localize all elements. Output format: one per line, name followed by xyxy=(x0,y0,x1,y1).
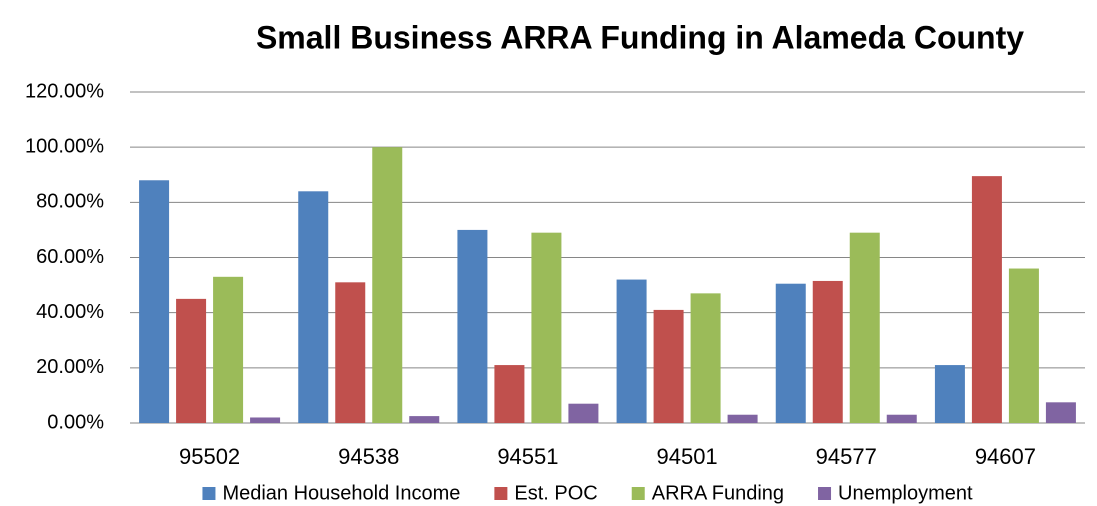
y-tick-label: 0.00% xyxy=(47,411,104,433)
chart-title: Small Business ARRA Funding in Alameda C… xyxy=(256,19,1024,55)
bar xyxy=(335,282,366,423)
bar xyxy=(1045,402,1076,423)
x-tick-label: 94577 xyxy=(816,444,877,469)
bar xyxy=(213,276,244,423)
y-tick-label: 40.00% xyxy=(36,301,104,323)
bar xyxy=(139,180,170,423)
bar xyxy=(298,191,329,423)
x-tick-label: 94607 xyxy=(975,444,1036,469)
bar xyxy=(409,416,440,423)
y-tick-label: 20.00% xyxy=(36,356,104,378)
y-tick-label: 80.00% xyxy=(36,191,104,213)
legend-swatch xyxy=(494,487,508,500)
y-tick-label: 120.00% xyxy=(25,80,104,102)
bar xyxy=(616,279,647,423)
bar xyxy=(1008,268,1039,423)
legend-label: Est. POC xyxy=(514,482,597,504)
legend-label: Median Household Income xyxy=(222,482,460,504)
bar xyxy=(457,229,488,423)
bar xyxy=(568,403,599,423)
y-tick-label: 60.00% xyxy=(36,246,104,268)
legend-label: Unemployment xyxy=(838,482,973,504)
legend-label: ARRA Funding xyxy=(652,482,784,504)
bar xyxy=(971,176,1002,423)
bar xyxy=(775,283,806,423)
bar xyxy=(176,298,207,423)
bar xyxy=(494,365,525,423)
bar xyxy=(250,417,281,423)
x-tick-label: 95502 xyxy=(179,444,240,469)
bar xyxy=(886,414,917,423)
x-tick-label: 94501 xyxy=(656,444,717,469)
bar xyxy=(531,232,562,423)
legend-swatch xyxy=(202,487,216,500)
bar xyxy=(653,309,684,423)
x-tick-label: 94538 xyxy=(338,444,399,469)
legend-swatch xyxy=(631,487,645,500)
legend-swatch xyxy=(818,487,832,500)
bar xyxy=(812,280,843,423)
bar xyxy=(934,365,965,423)
y-tick-label: 100.00% xyxy=(25,135,104,157)
x-tick-label: 94551 xyxy=(497,444,558,469)
bar xyxy=(690,293,721,423)
bar xyxy=(727,414,758,423)
bar xyxy=(372,147,403,423)
bar xyxy=(849,232,880,423)
